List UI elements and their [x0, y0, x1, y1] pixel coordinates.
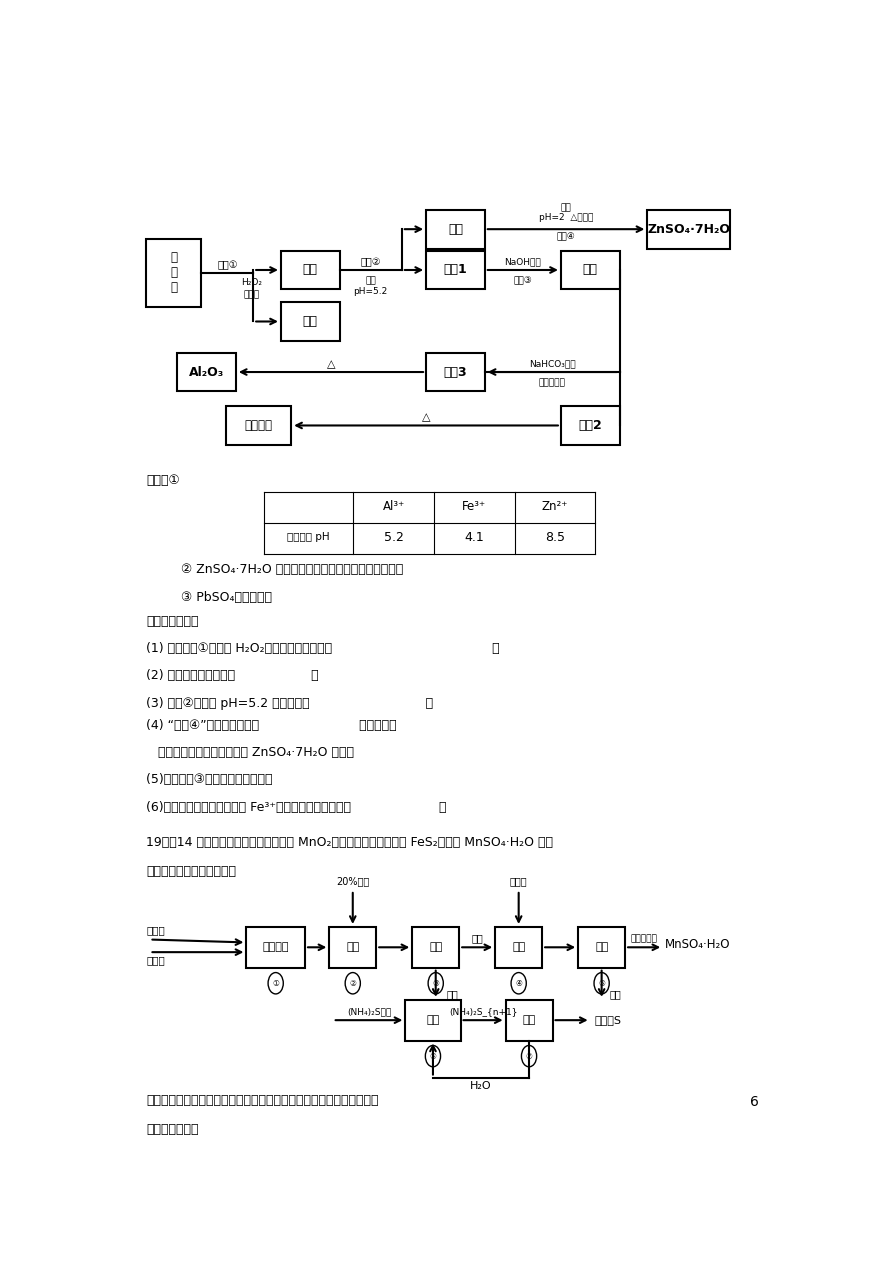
Text: 已知：本实验条件下，高锴酸鯨溶液与硬酸锶溶液混合产生二氧化锶。: 已知：本实验条件下，高锴酸鯨溶液与硬酸锶溶液混合产生二氧化锶。	[146, 1094, 378, 1107]
Text: 菱
锌
矿: 菱 锌 矿	[170, 251, 178, 294]
Bar	[412, 926, 459, 968]
Text: 分解: 分解	[523, 1015, 536, 1025]
Text: 滤液: 滤液	[302, 264, 318, 276]
Text: 滤液: 滤液	[582, 264, 598, 276]
Text: (NH₄)₂S溶液: (NH₄)₂S溶液	[347, 1007, 392, 1016]
Text: 操作③: 操作③	[514, 275, 533, 284]
Bar	[578, 926, 625, 968]
Text: 已知：①: 已知：①	[146, 475, 180, 487]
Text: 稀硫酸: 稀硫酸	[244, 290, 260, 299]
Text: 收单质硫的工艺流程如下：: 收单质硫的工艺流程如下：	[146, 864, 236, 877]
Text: NaOH溶液: NaOH溶液	[505, 257, 541, 266]
Text: pH=5.2: pH=5.2	[353, 288, 388, 297]
Text: (2) 滤渣的主要成分是：                   ；: (2) 滤渣的主要成分是： ；	[146, 669, 318, 683]
Text: (1) 写出操作①中涉及 H₂O₂反应的离子方程式：                                        ；: (1) 写出操作①中涉及 H₂O₂反应的离子方程式： ；	[146, 642, 500, 655]
Text: ①: ①	[272, 979, 279, 988]
Text: ② ZnSO₄·7H₂O 晶体易溶于水，易风化，难溶于酒精。: ② ZnSO₄·7H₂O 晶体易溶于水，易风化，难溶于酒精。	[180, 563, 403, 577]
Text: H₂O: H₂O	[470, 1082, 491, 1092]
Text: 5.2: 5.2	[384, 531, 404, 544]
Text: 浸取: 浸取	[426, 1015, 440, 1025]
Text: 8.5: 8.5	[545, 531, 566, 544]
Text: 滤液: 滤液	[471, 934, 483, 944]
Bar	[495, 926, 542, 968]
Text: ③ PbSO₄难溶于水。: ③ PbSO₄难溶于水。	[180, 591, 272, 603]
Text: 过滤，洗涤: 过滤，洗涤	[539, 377, 566, 387]
Bar	[329, 926, 376, 968]
Bar	[561, 251, 620, 289]
Text: pH=2  △，抽滤: pH=2 △，抽滤	[539, 213, 593, 222]
Text: 洗浤晶体，干燥，即可得到 ZnSO₄·7H₂O 晶体；: 洗浤晶体，干燥，即可得到 ZnSO₄·7H₂O 晶体；	[146, 746, 354, 760]
Text: NaHCO₃溶液: NaHCO₃溶液	[529, 360, 575, 369]
Text: 操作②: 操作②	[360, 257, 381, 268]
Text: 红色颜料: 红色颜料	[244, 419, 272, 432]
Text: 沉淀1: 沉淀1	[443, 264, 467, 276]
Text: ②: ②	[350, 979, 356, 988]
Text: 20%硫酸: 20%硫酸	[336, 876, 369, 886]
Text: (6)为判断确酸锤晶体是否有 Fe³⁺残留，请设计实验方案                      。: (6)为判断确酸锤晶体是否有 Fe³⁺残留，请设计实验方案 。	[146, 800, 447, 814]
Text: ZnSO₄·7H₂O: ZnSO₄·7H₂O	[648, 222, 731, 236]
Text: △: △	[422, 413, 430, 423]
Text: 回答下列问题：: 回答下列问题：	[146, 1123, 199, 1136]
Text: 过滤: 过滤	[595, 943, 608, 953]
Text: 调节: 调节	[366, 276, 376, 285]
Text: (3) 操作②中调节 pH=5.2 的目的是：                             ；: (3) 操作②中调节 pH=5.2 的目的是： ；	[146, 697, 434, 709]
Bar	[648, 209, 731, 249]
Text: 沉淀2: 沉淀2	[578, 419, 602, 432]
Text: 调节: 调节	[561, 203, 572, 213]
Text: 6: 6	[750, 1095, 759, 1109]
Text: 操作④: 操作④	[557, 232, 575, 241]
Bar	[226, 406, 291, 445]
Text: 黄铁矿: 黄铁矿	[146, 955, 165, 965]
Bar	[146, 239, 202, 307]
Text: 滤渣: 滤渣	[610, 989, 622, 1000]
Bar	[426, 251, 485, 289]
Bar	[426, 352, 485, 391]
Text: ④: ④	[516, 979, 522, 988]
Text: (4) “操作④”的具体操作为：                         ，过滤，用: (4) “操作④”的具体操作为： ，过滤，用	[146, 719, 437, 732]
Bar	[281, 302, 340, 341]
Bar	[561, 406, 620, 445]
Text: (NH₄)₂S_{n+1}: (NH₄)₂S_{n+1}	[449, 1007, 517, 1016]
Text: Al₂O₃: Al₂O₃	[189, 366, 224, 379]
Text: 沉淀3: 沉淀3	[443, 366, 467, 379]
Bar	[506, 1000, 552, 1041]
Text: 滤液: 滤液	[448, 222, 463, 236]
Bar	[246, 926, 305, 968]
Text: 浸取: 浸取	[346, 943, 359, 953]
Text: 回答下列问题：: 回答下列问题：	[146, 615, 199, 628]
Text: 滤渣: 滤渣	[446, 989, 458, 1000]
Text: ⑥: ⑥	[430, 1051, 436, 1060]
Text: ⑦: ⑦	[525, 1051, 533, 1060]
Text: Al³⁺: Al³⁺	[383, 500, 405, 512]
Text: 软锰矿: 软锰矿	[146, 925, 165, 935]
Text: ③: ③	[433, 979, 439, 988]
Bar	[281, 251, 340, 289]
Text: H₂O₂: H₂O₂	[242, 278, 262, 286]
Text: △: △	[326, 360, 335, 369]
Text: 混合研磨: 混合研磨	[262, 943, 289, 953]
Text: 过滤: 过滤	[429, 943, 442, 953]
Bar	[405, 1000, 460, 1041]
Text: 完全沉淀 pH: 完全沉淀 pH	[287, 533, 330, 543]
Text: ⑤: ⑤	[599, 979, 605, 988]
Text: 碱溶液: 碱溶液	[510, 876, 527, 886]
Text: Zn²⁺: Zn²⁺	[542, 500, 568, 512]
Bar	[178, 352, 235, 391]
Text: 滤渣: 滤渣	[302, 316, 318, 328]
Text: 4.1: 4.1	[465, 531, 484, 544]
Text: 浓缩，结晶: 浓缩，结晶	[631, 934, 657, 944]
Text: 产品：S: 产品：S	[594, 1015, 621, 1025]
Bar	[426, 209, 485, 249]
Text: 除杂: 除杂	[512, 943, 525, 953]
Text: 操作①: 操作①	[217, 260, 237, 270]
Text: 19、（14 分）一种用软锶矿（主要成分 MnO₂）和黄铁矿（主要成分 FeS₂）制取 MnSO₄·H₂O 并回: 19、（14 分）一种用软锶矿（主要成分 MnO₂）和黄铁矿（主要成分 FeS₂…	[146, 835, 553, 848]
Text: Fe³⁺: Fe³⁺	[462, 500, 486, 512]
Text: MnSO₄·H₂O: MnSO₄·H₂O	[665, 938, 731, 950]
Text: (5)写出操作③的反应离子方程式：: (5)写出操作③的反应离子方程式：	[146, 774, 441, 786]
